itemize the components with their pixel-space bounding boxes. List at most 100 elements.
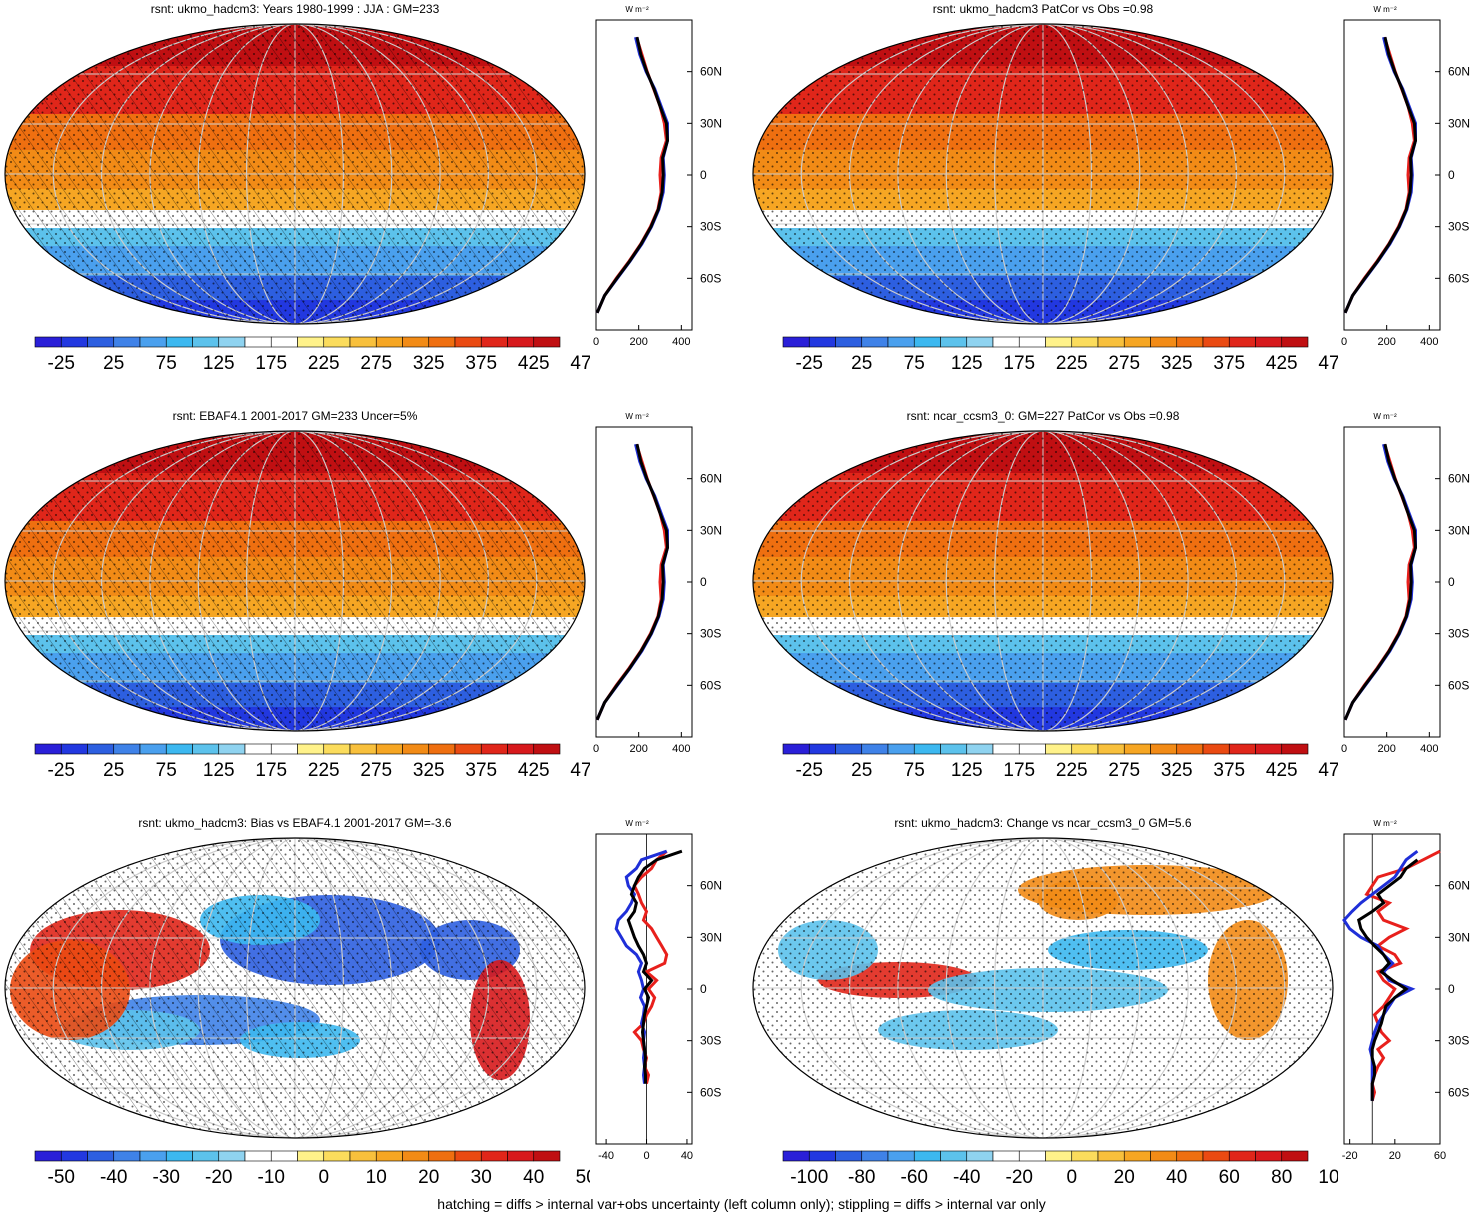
lat-tick-label: 0: [1448, 168, 1455, 182]
world-map: [752, 430, 1334, 732]
colorbar-swatch: [1097, 336, 1125, 348]
zonal-series-line: [1343, 443, 1417, 721]
colorbar-swatch: [139, 336, 167, 348]
colorbar-swatch: [507, 336, 535, 348]
footer-note: hatching = diffs > internal var+obs unce…: [437, 1196, 1046, 1212]
colorbar-swatch: [192, 336, 220, 348]
colorbar-tick-label: 275: [1108, 760, 1140, 781]
world-map: [4, 837, 586, 1139]
colorbar-swatch: [1281, 1150, 1309, 1162]
colorbar-tick-label: 25: [851, 760, 872, 781]
units-label: W m⁻²: [625, 819, 649, 828]
colorbar-swatch: [507, 1150, 535, 1162]
x-tick-label: 0: [1341, 743, 1347, 755]
colorbar-tick-label: 225: [1056, 760, 1088, 781]
colorbar-swatch: [1018, 336, 1046, 348]
lat-tick-label: 30N: [700, 523, 722, 537]
zonal-series-line: [1364, 849, 1441, 1102]
colorbar-swatch: [297, 1150, 325, 1162]
colorbar-swatch: [861, 743, 889, 755]
colorbar: -25 25 75 125 175 225 275 325 375 425 475: [782, 743, 1338, 781]
colorbar-tick-label: 225: [308, 760, 340, 781]
colorbar-swatch: [835, 1150, 863, 1162]
colorbar-tick-label: 75: [904, 760, 925, 781]
colorbar-swatch: [139, 1150, 167, 1162]
lat-tick-label: 0: [1448, 982, 1455, 996]
colorbar-swatch: [244, 743, 272, 755]
colorbar-swatch: [349, 743, 377, 755]
lat-tick-label: 60S: [700, 271, 721, 285]
lat-tick-label: 60S: [700, 1085, 721, 1099]
colorbar-swatch: [270, 1150, 298, 1162]
colorbar-swatch: [1202, 743, 1230, 755]
colorbar-swatch: [966, 1150, 994, 1162]
colorbar-swatch: [218, 1150, 246, 1162]
lat-tick-label: 0: [700, 575, 707, 589]
colorbar: -25 25 75 125 175 225 275 325 375 425 475: [34, 336, 590, 374]
colorbar-tick-label: 175: [255, 353, 287, 374]
colorbar-swatch: [60, 1150, 88, 1162]
units-label: W m⁻²: [1373, 412, 1397, 421]
colorbar-swatch: [1045, 743, 1073, 755]
lat-tick-label: 30S: [1448, 220, 1469, 234]
x-tick-label: 400: [672, 336, 690, 348]
colorbar-tick-label: 125: [951, 353, 983, 374]
colorbar-swatch: [244, 1150, 272, 1162]
lat-tick-label: 60S: [1448, 271, 1469, 285]
x-tick-label: 400: [1420, 743, 1438, 755]
colorbar-tick-label: -30: [153, 1167, 180, 1188]
colorbar-swatch: [1228, 336, 1256, 348]
colorbar-swatch: [428, 743, 456, 755]
colorbar-swatch: [1202, 336, 1230, 348]
colorbar-swatch: [940, 1150, 968, 1162]
colorbar-tick-label: 275: [1108, 353, 1140, 374]
x-tick-label: -20: [1342, 1150, 1358, 1162]
colorbar-swatch: [913, 336, 941, 348]
colorbar-swatch: [808, 743, 836, 755]
colorbar-swatch: [244, 336, 272, 348]
lat-tick-label: 60N: [1448, 472, 1470, 486]
colorbar: -50 -40 -30 -20 -10 0 10 20 30 40 50: [34, 1150, 590, 1188]
map-panel: rsnt: ukmo_hadcm3: Bias vs EBAF4.1 2001-…: [0, 814, 735, 1214]
colorbar-tick-label: 375: [1213, 353, 1245, 374]
zonal-mean-plot: W m⁻² 60N 30N 0 30S 60S 0 200 400: [593, 5, 722, 348]
colorbar-swatch: [940, 336, 968, 348]
colorbar-swatch: [533, 336, 561, 348]
lat-tick-label: 0: [700, 982, 707, 996]
colorbar-swatch: [402, 743, 430, 755]
colorbar-tick-label: 60: [1219, 1167, 1240, 1188]
colorbar-tick-label: 375: [1213, 760, 1245, 781]
colorbar-swatch: [480, 1150, 508, 1162]
colorbar-swatch: [887, 336, 915, 348]
zonal-series-line: [595, 443, 669, 721]
colorbar-tick-label: -100: [790, 1167, 828, 1188]
colorbar-swatch: [1255, 1150, 1283, 1162]
colorbar-tick-label: 125: [951, 760, 983, 781]
lat-tick-label: 30S: [700, 220, 721, 234]
map-panel: rsnt: ncar_ccsm3_0: GM=227 PatCor vs Obs…: [748, 407, 1483, 807]
colorbar-swatch: [87, 1150, 115, 1162]
colorbar-swatch: [1176, 1150, 1204, 1162]
zonal-mean-plot: W m⁻² 60N 30N 0 30S 60S 0 200 400: [1341, 412, 1470, 755]
colorbar-swatch: [1228, 1150, 1256, 1162]
colorbar-swatch: [808, 1150, 836, 1162]
colorbar-swatch: [323, 743, 351, 755]
lat-tick-label: 60S: [1448, 1085, 1469, 1099]
colorbar-swatch: [113, 1150, 141, 1162]
colorbar-tick-label: 30: [471, 1167, 492, 1188]
colorbar-swatch: [1071, 336, 1099, 348]
colorbar-tick-label: 375: [465, 760, 497, 781]
colorbar-swatch: [887, 743, 915, 755]
colorbar: -25 25 75 125 175 225 275 325 375 425 475: [782, 336, 1338, 374]
lat-tick-label: 60S: [700, 678, 721, 692]
colorbar-swatch: [375, 336, 403, 348]
colorbar-swatch: [861, 336, 889, 348]
colorbar-tick-label: 475: [570, 353, 590, 374]
colorbar-tick-label: -20: [205, 1167, 232, 1188]
map-panel: rsnt: ukmo_hadcm3: Years 1980-1999 : JJA…: [0, 0, 735, 400]
colorbar-swatch: [887, 1150, 915, 1162]
panel-title: rsnt: ukmo_hadcm3: Years 1980-1999 : JJA…: [150, 2, 440, 16]
colorbar-swatch: [1255, 336, 1283, 348]
colorbar-swatch: [940, 743, 968, 755]
colorbar-swatch: [87, 336, 115, 348]
